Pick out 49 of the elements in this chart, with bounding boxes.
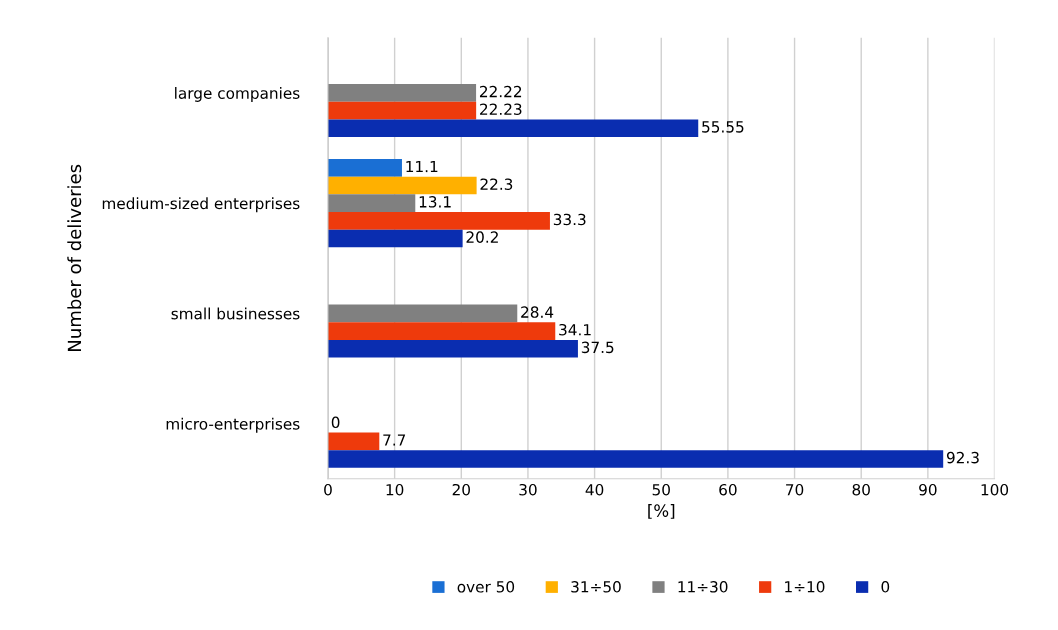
data-label: 92.3 — [946, 451, 979, 464]
x-tick-label: 80 — [852, 483, 870, 496]
data-label: 22.3 — [480, 178, 513, 190]
y-tick-label: micro-enterprises — [166, 417, 300, 433]
data-label: 28.4 — [521, 306, 554, 318]
data-label: 55.55 — [702, 121, 744, 133]
legend-label: 11÷30 — [678, 581, 728, 593]
x-axis-title: [%] — [648, 504, 675, 519]
y-tick-label: large companies — [175, 87, 300, 102]
bar — [327, 84, 477, 102]
x-tick-label: 70 — [786, 483, 804, 496]
x-tick-label: 50 — [652, 483, 670, 496]
bar — [327, 194, 416, 212]
bar — [327, 229, 463, 248]
bar — [327, 304, 518, 323]
data-label: 34.1 — [559, 323, 591, 336]
y-tick-label: medium-sized enterprises — [102, 197, 300, 213]
data-label: 22.22 — [479, 85, 522, 98]
y-tick-label: small businesses — [171, 307, 300, 320]
data-label: 7.7 — [383, 434, 406, 446]
data-label: 13.1 — [419, 196, 451, 208]
data-label: 0 — [331, 416, 340, 429]
x-tick-label: 90 — [919, 483, 937, 496]
data-label: 20.2 — [466, 231, 498, 243]
bar — [327, 322, 556, 340]
legend-label: 0 — [881, 581, 890, 593]
x-tick-label: 0 — [324, 483, 332, 496]
data-label: 22.23 — [480, 103, 522, 115]
bar — [327, 101, 477, 120]
bar — [327, 211, 550, 230]
legend-label: over 50 — [457, 581, 515, 593]
x-tick-label: 40 — [585, 483, 604, 496]
x-tick-label: 100 — [981, 483, 1009, 496]
legend-label: 31÷50 — [571, 581, 621, 593]
legend-label: 1÷10 — [785, 581, 825, 593]
bar — [327, 176, 477, 195]
data-label: 37.5 — [581, 341, 614, 354]
bar — [327, 450, 944, 468]
data-label: 33.3 — [553, 213, 586, 226]
bar — [327, 159, 402, 177]
data-label: 11.1 — [406, 160, 438, 173]
bar — [327, 119, 699, 138]
y-axis-title: Number of deliveries — [67, 164, 82, 351]
x-tick-label: 20 — [452, 483, 470, 496]
bar — [327, 432, 380, 451]
x-tick-label: 30 — [519, 483, 537, 496]
x-tick-label: 60 — [719, 483, 737, 496]
x-tick-label: 10 — [386, 483, 404, 496]
bar — [327, 339, 578, 358]
